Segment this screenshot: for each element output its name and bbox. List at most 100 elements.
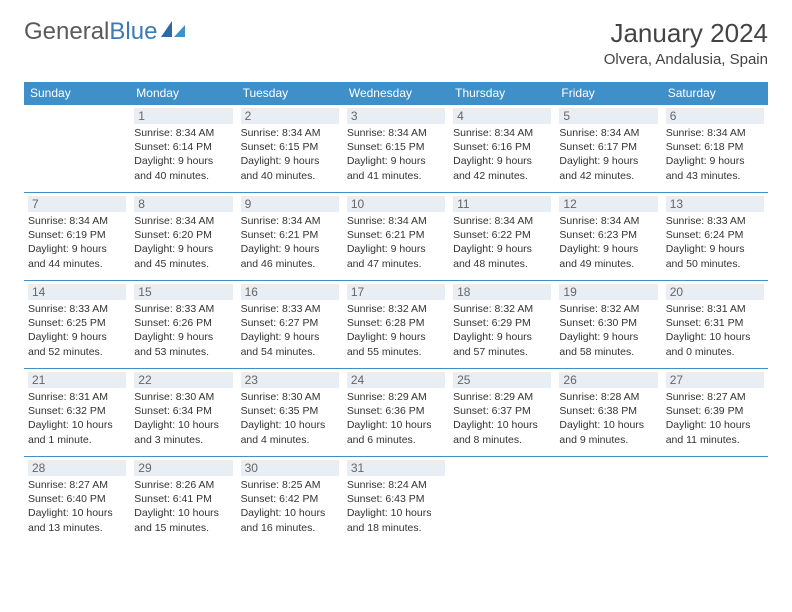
day-number: 15 — [134, 284, 232, 300]
logo-sail-icon — [161, 18, 187, 46]
day-number: 12 — [559, 196, 657, 212]
calendar-day-cell: 2 Sunrise: 8:34 AMSunset: 6:15 PMDaylight… — [237, 105, 343, 193]
day-number: 8 — [134, 196, 232, 212]
calendar-week-row: 21 Sunrise: 8:31 AMSunset: 6:32 PMDayligh… — [24, 369, 768, 457]
calendar-day-cell: 14 Sunrise: 8:33 AMSunset: 6:25 PMDayligh… — [24, 281, 130, 369]
day-details: Sunrise: 8:34 AMSunset: 6:17 PMDaylight:… — [559, 126, 657, 183]
weekday-header-row: SundayMondayTuesdayWednesdayThursdayFrid… — [24, 82, 768, 105]
month-title: January 2024 — [604, 18, 768, 49]
day-number: 23 — [241, 372, 339, 388]
calendar-table: SundayMondayTuesdayWednesdayThursdayFrid… — [24, 82, 768, 545]
day-details: Sunrise: 8:34 AMSunset: 6:22 PMDaylight:… — [453, 214, 551, 271]
calendar-day-cell: 10 Sunrise: 8:34 AMSunset: 6:21 PMDayligh… — [343, 193, 449, 281]
day-details: Sunrise: 8:34 AMSunset: 6:23 PMDaylight:… — [559, 214, 657, 271]
weekday-header: Tuesday — [237, 82, 343, 105]
day-number: 24 — [347, 372, 445, 388]
calendar-day-cell: 26 Sunrise: 8:28 AMSunset: 6:38 PMDayligh… — [555, 369, 661, 457]
day-details: Sunrise: 8:26 AMSunset: 6:41 PMDaylight:… — [134, 478, 232, 535]
day-number: 29 — [134, 460, 232, 476]
day-number: 13 — [666, 196, 764, 212]
day-details: Sunrise: 8:28 AMSunset: 6:38 PMDaylight:… — [559, 390, 657, 447]
calendar-day-cell: 28Sunrise: 8:27 AMSunset: 6:40 PMDayligh… — [24, 457, 130, 545]
day-number: 11 — [453, 196, 551, 212]
calendar-body: 1Sunrise: 8:34 AMSunset: 6:14 PMDaylight… — [24, 105, 768, 545]
day-details: Sunrise: 8:33 AMSunset: 6:24 PMDaylight:… — [666, 214, 764, 271]
calendar-week-row: 1Sunrise: 8:34 AMSunset: 6:14 PMDaylight… — [24, 105, 768, 193]
day-details: Sunrise: 8:34 AMSunset: 6:21 PMDaylight:… — [347, 214, 445, 271]
day-number: 18 — [453, 284, 551, 300]
calendar-day-cell: 18 Sunrise: 8:32 AMSunset: 6:29 PMDayligh… — [449, 281, 555, 369]
calendar-day-cell: 19Sunrise: 8:32 AMSunset: 6:30 PMDayligh… — [555, 281, 661, 369]
day-details: Sunrise: 8:33 AMSunset: 6:27 PMDaylight:… — [241, 302, 339, 359]
calendar-day-cell: 6 Sunrise: 8:34 AMSunset: 6:18 PMDaylight… — [662, 105, 768, 193]
calendar-day-cell — [662, 457, 768, 545]
day-details: Sunrise: 8:29 AMSunset: 6:36 PMDaylight:… — [347, 390, 445, 447]
day-number: 4 — [453, 108, 551, 124]
day-details: Sunrise: 8:32 AMSunset: 6:29 PMDaylight:… — [453, 302, 551, 359]
calendar-day-cell: 27 Sunrise: 8:27 AMSunset: 6:39 PMDayligh… — [662, 369, 768, 457]
weekday-header: Saturday — [662, 82, 768, 105]
day-details: Sunrise: 8:34 AMSunset: 6:14 PMDaylight:… — [134, 126, 232, 183]
calendar-week-row: 28Sunrise: 8:27 AMSunset: 6:40 PMDayligh… — [24, 457, 768, 545]
day-details: Sunrise: 8:31 AMSunset: 6:32 PMDaylight:… — [28, 390, 126, 447]
day-number: 5 — [559, 108, 657, 124]
day-details: Sunrise: 8:34 AMSunset: 6:21 PMDaylight:… — [241, 214, 339, 271]
calendar-day-cell: 25Sunrise: 8:29 AMSunset: 6:37 PMDayligh… — [449, 369, 555, 457]
day-details: Sunrise: 8:27 AMSunset: 6:39 PMDaylight:… — [666, 390, 764, 447]
logo: GeneralBlue — [24, 18, 187, 46]
day-number: 9 — [241, 196, 339, 212]
day-details: Sunrise: 8:27 AMSunset: 6:40 PMDaylight:… — [28, 478, 126, 535]
calendar-day-cell: 1Sunrise: 8:34 AMSunset: 6:14 PMDaylight… — [130, 105, 236, 193]
day-details: Sunrise: 8:33 AMSunset: 6:26 PMDaylight:… — [134, 302, 232, 359]
day-number: 6 — [666, 108, 764, 124]
day-details: Sunrise: 8:30 AMSunset: 6:35 PMDaylight:… — [241, 390, 339, 447]
day-details: Sunrise: 8:34 AMSunset: 6:19 PMDaylight:… — [28, 214, 126, 271]
day-number: 17 — [347, 284, 445, 300]
calendar-day-cell: 16 Sunrise: 8:33 AMSunset: 6:27 PMDayligh… — [237, 281, 343, 369]
calendar-day-cell — [449, 457, 555, 545]
calendar-day-cell: 17 Sunrise: 8:32 AMSunset: 6:28 PMDayligh… — [343, 281, 449, 369]
day-details: Sunrise: 8:34 AMSunset: 6:15 PMDaylight:… — [241, 126, 339, 183]
day-number: 16 — [241, 284, 339, 300]
calendar-day-cell: 29 Sunrise: 8:26 AMSunset: 6:41 PMDayligh… — [130, 457, 236, 545]
calendar-day-cell — [555, 457, 661, 545]
calendar-day-cell: 30 Sunrise: 8:25 AMSunset: 6:42 PMDayligh… — [237, 457, 343, 545]
calendar-day-cell: 22 Sunrise: 8:30 AMSunset: 6:34 PMDayligh… — [130, 369, 236, 457]
day-details: Sunrise: 8:34 AMSunset: 6:18 PMDaylight:… — [666, 126, 764, 183]
calendar-day-cell: 7Sunrise: 8:34 AMSunset: 6:19 PMDaylight… — [24, 193, 130, 281]
calendar-day-cell: 4Sunrise: 8:34 AMSunset: 6:16 PMDaylight… — [449, 105, 555, 193]
day-number: 26 — [559, 372, 657, 388]
day-number: 2 — [241, 108, 339, 124]
day-number: 27 — [666, 372, 764, 388]
calendar-day-cell: 24 Sunrise: 8:29 AMSunset: 6:36 PMDayligh… — [343, 369, 449, 457]
day-number: 30 — [241, 460, 339, 476]
day-details: Sunrise: 8:33 AMSunset: 6:25 PMDaylight:… — [28, 302, 126, 359]
logo-text-2: Blue — [109, 18, 157, 46]
title-block: January 2024 Olvera, Andalusia, Spain — [604, 18, 768, 68]
day-number: 31 — [347, 460, 445, 476]
day-details: Sunrise: 8:34 AMSunset: 6:15 PMDaylight:… — [347, 126, 445, 183]
day-number: 14 — [28, 284, 126, 300]
calendar-day-cell: 15 Sunrise: 8:33 AMSunset: 6:26 PMDayligh… — [130, 281, 236, 369]
day-number: 10 — [347, 196, 445, 212]
calendar-day-cell: 9 Sunrise: 8:34 AMSunset: 6:21 PMDaylight… — [237, 193, 343, 281]
day-number: 19 — [559, 284, 657, 300]
day-number: 22 — [134, 372, 232, 388]
day-details: Sunrise: 8:30 AMSunset: 6:34 PMDaylight:… — [134, 390, 232, 447]
calendar-day-cell: 11 Sunrise: 8:34 AMSunset: 6:22 PMDayligh… — [449, 193, 555, 281]
day-number: 21 — [28, 372, 126, 388]
day-details: Sunrise: 8:25 AMSunset: 6:42 PMDaylight:… — [241, 478, 339, 535]
calendar-day-cell: 12 Sunrise: 8:34 AMSunset: 6:23 PMDayligh… — [555, 193, 661, 281]
header: GeneralBlue January 2024 Olvera, Andalus… — [24, 18, 768, 68]
logo-text-1: General — [24, 18, 109, 46]
location: Olvera, Andalusia, Spain — [604, 51, 768, 68]
weekday-header: Monday — [130, 82, 236, 105]
calendar-week-row: 14 Sunrise: 8:33 AMSunset: 6:25 PMDayligh… — [24, 281, 768, 369]
day-details: Sunrise: 8:31 AMSunset: 6:31 PMDaylight:… — [666, 302, 764, 359]
day-details: Sunrise: 8:32 AMSunset: 6:28 PMDaylight:… — [347, 302, 445, 359]
weekday-header: Thursday — [449, 82, 555, 105]
calendar-day-cell: 8Sunrise: 8:34 AMSunset: 6:20 PMDaylight… — [130, 193, 236, 281]
calendar-week-row: 7Sunrise: 8:34 AMSunset: 6:19 PMDaylight… — [24, 193, 768, 281]
day-details: Sunrise: 8:24 AMSunset: 6:43 PMDaylight:… — [347, 478, 445, 535]
calendar-day-cell: 20Sunrise: 8:31 AMSunset: 6:31 PMDayligh… — [662, 281, 768, 369]
